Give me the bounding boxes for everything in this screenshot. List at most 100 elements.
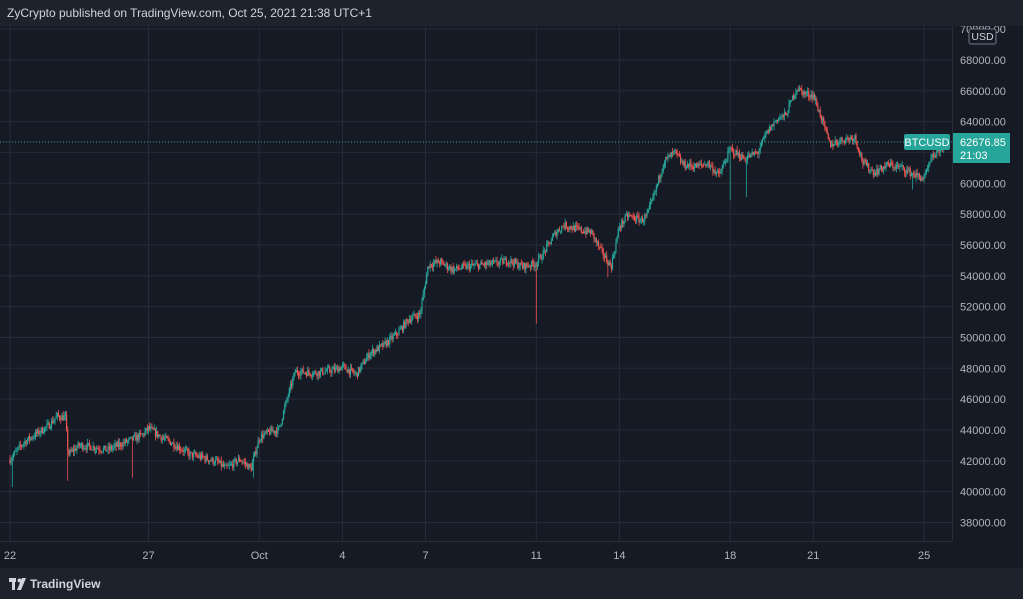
candle-body [50,420,53,428]
candle-body [244,461,247,465]
candle-body [785,112,787,115]
candle-body [705,164,707,167]
candle-body [795,90,797,96]
candle-body [389,336,391,345]
candle-body [97,448,99,450]
candle-body [322,368,324,375]
candle-body [172,442,174,444]
candle-body [20,445,23,447]
candle-body [660,174,662,179]
candle-body [888,163,891,167]
candle-body [465,264,467,269]
candle-body [310,375,312,377]
candle-body [815,99,817,101]
candle-body [477,263,480,269]
candle-body [610,264,612,269]
candle-body [100,451,102,452]
candle-body [18,444,20,448]
candle-body [86,443,88,450]
candle-body [813,94,816,101]
candle-body [846,137,848,139]
candle-body [924,173,926,176]
candle-body [120,442,122,447]
time-axis-area [0,541,952,568]
candle-body [542,250,544,259]
candle-body [761,139,764,142]
candle-body [458,268,460,270]
candle-body [774,121,776,123]
candle-body [369,354,371,359]
candle-body [331,369,333,374]
candle-body [272,430,274,432]
candle-body [356,372,359,377]
candle-body [14,451,16,455]
candle-body [865,162,867,166]
candle-body [257,440,259,448]
candle-body [907,169,909,171]
candle-body [706,164,708,167]
candle-body [898,165,900,168]
candle-body [738,152,741,159]
y-tick-label: 52000.00 [960,302,1006,314]
candle-body [652,197,654,200]
candle-body [558,229,560,232]
candle-body [116,442,118,447]
candle-body [145,427,147,432]
candle-body [70,450,72,452]
candle-body [633,216,636,221]
candle-body [596,241,599,243]
candle-body [203,456,205,458]
candle-body [581,231,584,233]
candle-body [325,370,327,372]
candle-body [540,255,542,260]
candle-body [746,156,749,161]
candle-body [296,369,298,374]
candle-body [891,162,893,165]
candle-body [504,258,506,260]
candle-body [645,215,647,216]
candle-body [511,259,513,263]
candle-body [105,445,107,452]
candle-body [719,172,721,174]
candle-body [616,236,618,243]
candle-body [207,460,210,462]
candle-body [392,335,394,340]
candle-body [594,238,596,240]
candle-body [387,340,390,345]
candlestick-chart-svg[interactable]: 38000.00 40000.00 42000.00 44000.00 46000.00… [0,24,1023,568]
candle-body [750,153,752,158]
candle-body [790,100,792,102]
candle-body [918,174,921,178]
candle-body [124,439,127,444]
candle-body [908,168,910,170]
candle-body [603,256,605,258]
candle-body [586,227,588,234]
candle-body [79,445,82,447]
candle-body [227,465,229,467]
candle-body [423,288,425,294]
candle-body [621,220,623,228]
currency-label-bg [968,28,997,45]
candle-body [104,445,106,449]
candle-body [99,450,101,452]
y-tick-label: 44000.00 [960,425,1006,437]
candle-body [858,151,861,155]
candle-body [736,150,738,155]
candle-body [723,162,726,164]
candle-body [459,268,461,270]
candle-body [533,263,535,268]
price-chart[interactable]: 38000.00 40000.00 42000.00 44000.00 46000.00… [0,24,1023,568]
candle-body [127,440,129,443]
candle-body [413,313,415,316]
candle-body [909,168,911,176]
candle-body [827,133,829,140]
candle-body [726,160,728,162]
candle-body [327,367,330,369]
candle-body [588,230,590,232]
candle-body [779,117,781,119]
candle-body [143,433,145,436]
candle-body [454,268,457,270]
candle-body [797,90,799,91]
candle-body [626,214,629,218]
